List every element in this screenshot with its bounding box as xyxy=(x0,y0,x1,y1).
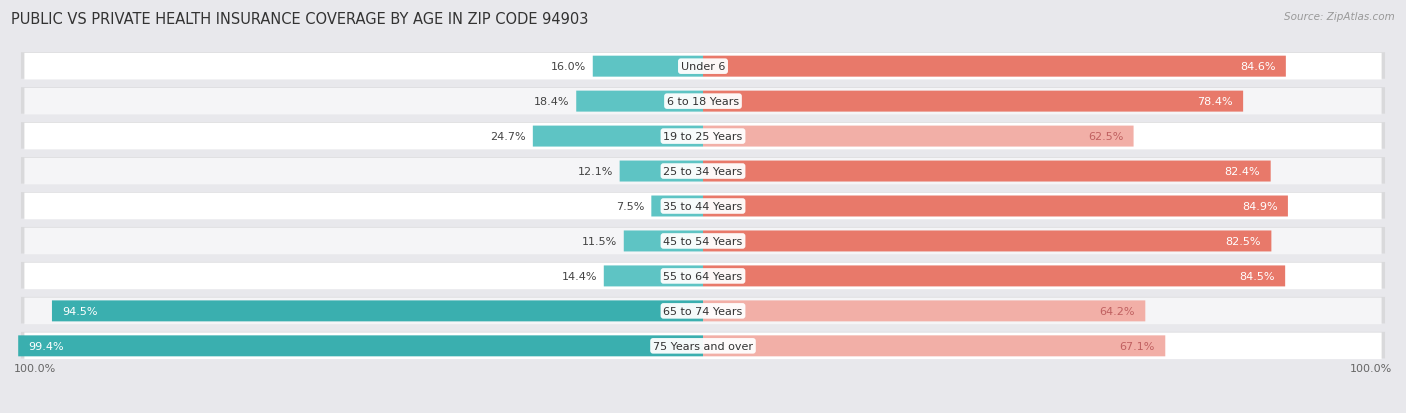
Text: 65 to 74 Years: 65 to 74 Years xyxy=(664,306,742,316)
FancyBboxPatch shape xyxy=(24,263,1382,290)
Text: 7.5%: 7.5% xyxy=(616,202,644,211)
FancyBboxPatch shape xyxy=(21,123,1385,150)
FancyBboxPatch shape xyxy=(21,158,1385,184)
Text: 12.1%: 12.1% xyxy=(578,166,613,177)
FancyBboxPatch shape xyxy=(21,192,1385,219)
FancyBboxPatch shape xyxy=(620,161,703,182)
FancyBboxPatch shape xyxy=(24,54,1382,80)
Text: 18.4%: 18.4% xyxy=(534,97,569,107)
Text: 11.5%: 11.5% xyxy=(582,236,617,247)
Text: 82.5%: 82.5% xyxy=(1226,236,1261,247)
FancyBboxPatch shape xyxy=(703,335,1166,356)
Text: 16.0%: 16.0% xyxy=(551,62,586,72)
FancyBboxPatch shape xyxy=(703,301,1146,322)
FancyBboxPatch shape xyxy=(576,91,703,112)
FancyBboxPatch shape xyxy=(21,53,1385,80)
Text: 25 to 34 Years: 25 to 34 Years xyxy=(664,166,742,177)
FancyBboxPatch shape xyxy=(533,126,703,147)
Text: 62.5%: 62.5% xyxy=(1088,132,1123,142)
Text: 64.2%: 64.2% xyxy=(1099,306,1135,316)
FancyBboxPatch shape xyxy=(24,228,1382,255)
Text: Source: ZipAtlas.com: Source: ZipAtlas.com xyxy=(1284,12,1395,22)
FancyBboxPatch shape xyxy=(24,298,1382,324)
Text: PUBLIC VS PRIVATE HEALTH INSURANCE COVERAGE BY AGE IN ZIP CODE 94903: PUBLIC VS PRIVATE HEALTH INSURANCE COVER… xyxy=(11,12,589,27)
FancyBboxPatch shape xyxy=(703,196,1288,217)
Text: 55 to 64 Years: 55 to 64 Years xyxy=(664,271,742,281)
Text: 84.5%: 84.5% xyxy=(1239,271,1275,281)
FancyBboxPatch shape xyxy=(24,89,1382,115)
Text: 84.9%: 84.9% xyxy=(1241,202,1278,211)
FancyBboxPatch shape xyxy=(651,196,703,217)
FancyBboxPatch shape xyxy=(24,333,1382,359)
FancyBboxPatch shape xyxy=(21,262,1385,289)
FancyBboxPatch shape xyxy=(24,193,1382,220)
FancyBboxPatch shape xyxy=(703,91,1243,112)
FancyBboxPatch shape xyxy=(603,266,703,287)
Text: 6 to 18 Years: 6 to 18 Years xyxy=(666,97,740,107)
Text: 100.0%: 100.0% xyxy=(1350,363,1392,373)
Text: 35 to 44 Years: 35 to 44 Years xyxy=(664,202,742,211)
FancyBboxPatch shape xyxy=(703,231,1271,252)
Text: 24.7%: 24.7% xyxy=(491,132,526,142)
Text: 19 to 25 Years: 19 to 25 Years xyxy=(664,132,742,142)
FancyBboxPatch shape xyxy=(52,301,703,322)
FancyBboxPatch shape xyxy=(21,332,1385,358)
Text: 78.4%: 78.4% xyxy=(1197,97,1233,107)
Text: 45 to 54 Years: 45 to 54 Years xyxy=(664,236,742,247)
Text: 67.1%: 67.1% xyxy=(1119,341,1154,351)
FancyBboxPatch shape xyxy=(21,297,1385,324)
FancyBboxPatch shape xyxy=(703,266,1285,287)
FancyBboxPatch shape xyxy=(703,57,1286,78)
Text: 14.4%: 14.4% xyxy=(561,271,598,281)
Text: 94.5%: 94.5% xyxy=(62,306,98,316)
FancyBboxPatch shape xyxy=(24,123,1382,150)
FancyBboxPatch shape xyxy=(21,88,1385,114)
FancyBboxPatch shape xyxy=(21,228,1385,254)
FancyBboxPatch shape xyxy=(703,126,1133,147)
FancyBboxPatch shape xyxy=(24,158,1382,185)
FancyBboxPatch shape xyxy=(703,161,1271,182)
Text: Under 6: Under 6 xyxy=(681,62,725,72)
Text: 84.6%: 84.6% xyxy=(1240,62,1275,72)
FancyBboxPatch shape xyxy=(18,335,703,356)
FancyBboxPatch shape xyxy=(624,231,703,252)
Text: 100.0%: 100.0% xyxy=(14,363,56,373)
Text: 99.4%: 99.4% xyxy=(28,341,65,351)
Text: 75 Years and over: 75 Years and over xyxy=(652,341,754,351)
FancyBboxPatch shape xyxy=(593,57,703,78)
Text: 82.4%: 82.4% xyxy=(1225,166,1260,177)
